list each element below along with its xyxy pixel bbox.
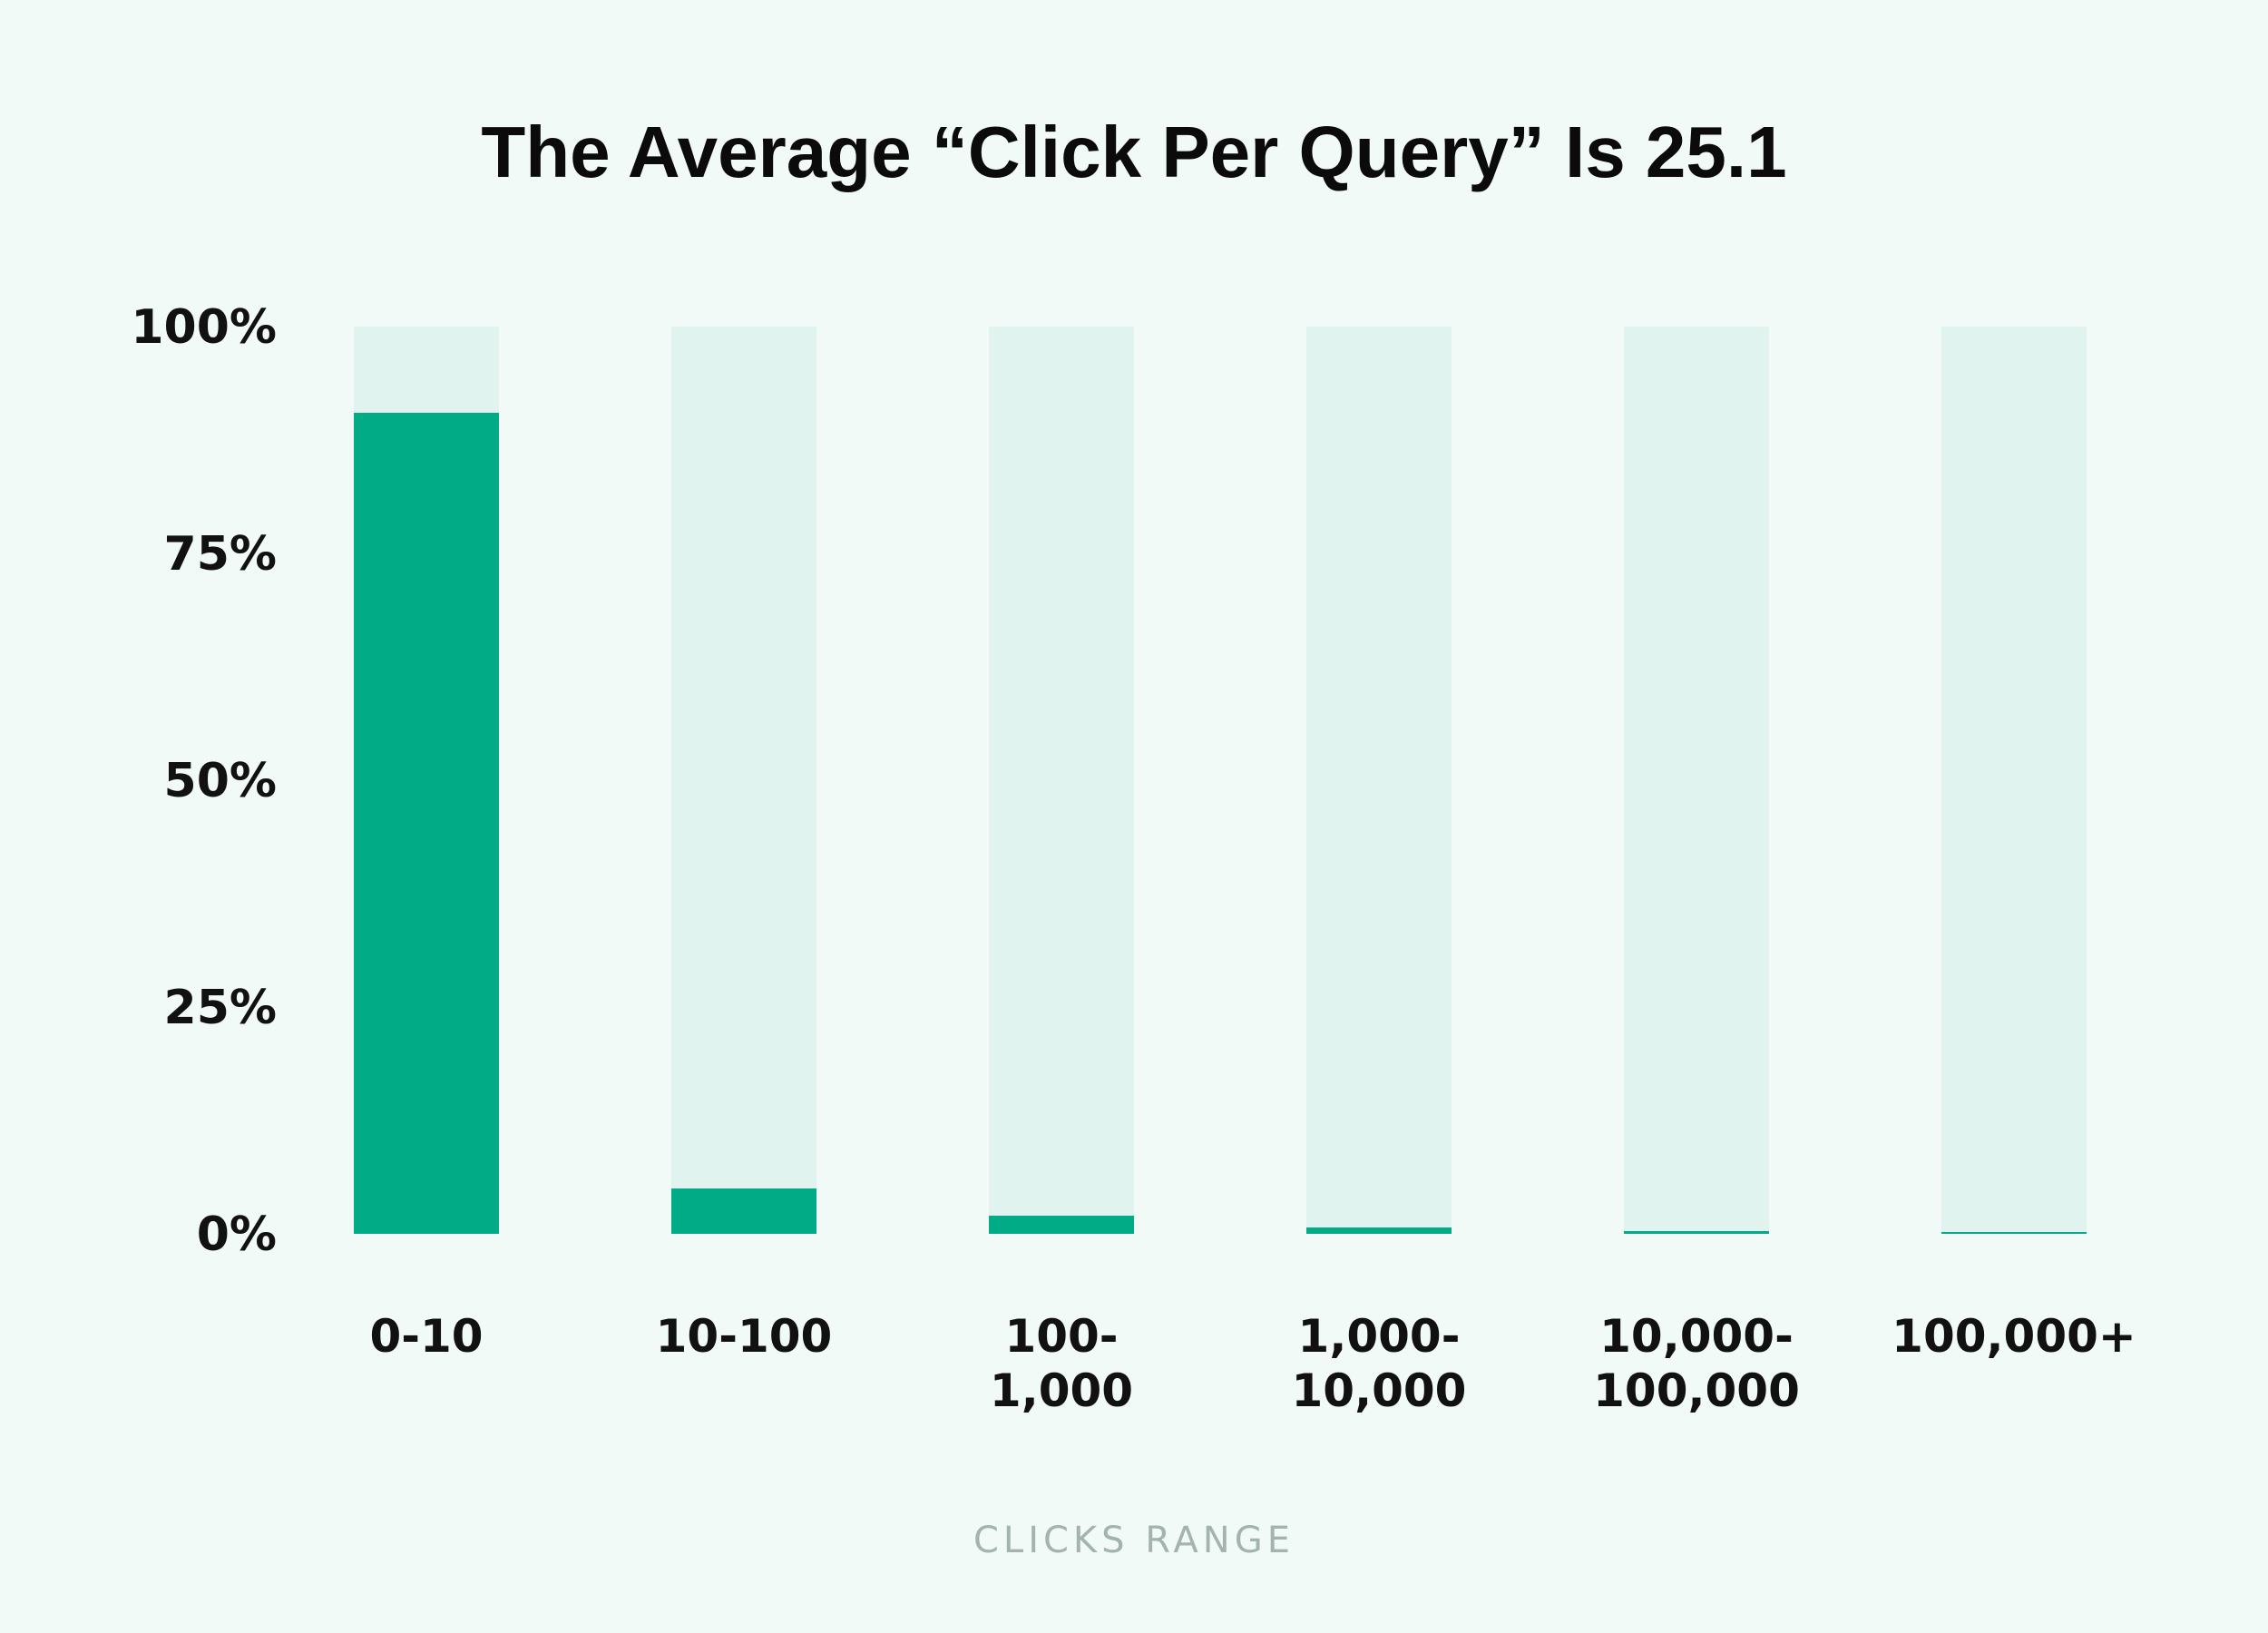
bars <box>354 413 2087 1234</box>
bar-tracks <box>354 327 2087 1234</box>
chart-title: The Average “Click Per Query” Is 25.1 <box>481 112 1787 192</box>
x-tick-label: 100,000+ <box>1892 1310 2136 1363</box>
bar-0 <box>354 413 499 1234</box>
bar-3 <box>1306 1227 1452 1234</box>
y-tick-label: 75% <box>164 527 277 582</box>
y-tick-label: 25% <box>164 981 277 1035</box>
bar-track-2 <box>989 327 1134 1234</box>
x-axis-ticks: 0-10 10-100 100-1,000 1,000-10,000 10,000-10… <box>369 1310 2136 1417</box>
bar-track-3 <box>1306 327 1452 1234</box>
x-tick-label: 0-10 <box>369 1310 483 1363</box>
bar-2 <box>989 1216 1134 1234</box>
bar-track-1 <box>671 327 816 1234</box>
bar-4 <box>1624 1231 1769 1234</box>
x-tick-label: 1,000-10,000 <box>1292 1310 1467 1417</box>
y-axis-ticks: 100% 75% 50% 25% 0% <box>131 300 277 1262</box>
x-axis-label: CLICKS RANGE <box>973 1520 1295 1561</box>
bar-5 <box>1941 1232 2087 1234</box>
bar-track-4 <box>1624 327 1769 1234</box>
bar-track-5 <box>1941 327 2087 1234</box>
x-tick-label: 10,000-100,000 <box>1593 1310 1800 1417</box>
bar-1 <box>671 1188 816 1234</box>
y-tick-label: 50% <box>164 754 277 808</box>
x-tick-label: 100-1,000 <box>990 1310 1133 1417</box>
y-tick-label: 100% <box>131 300 277 355</box>
y-tick-label: 0% <box>197 1208 277 1262</box>
x-tick-label: 10-100 <box>656 1310 833 1363</box>
